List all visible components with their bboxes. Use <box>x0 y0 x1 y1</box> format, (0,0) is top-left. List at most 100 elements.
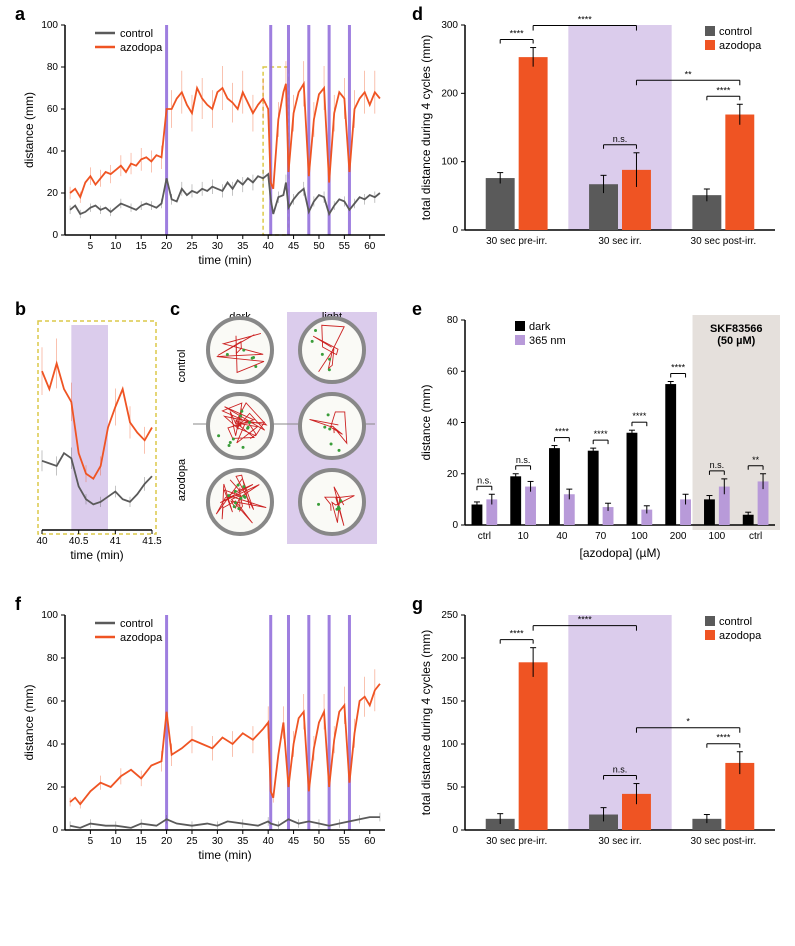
svg-text:100: 100 <box>709 531 726 542</box>
svg-text:40: 40 <box>556 531 568 542</box>
svg-text:20: 20 <box>47 782 59 793</box>
svg-text:0: 0 <box>452 225 458 236</box>
svg-text:SKF83566: SKF83566 <box>710 323 763 335</box>
svg-text:40: 40 <box>47 739 59 750</box>
svg-text:40: 40 <box>36 536 48 547</box>
svg-text:45: 45 <box>288 836 300 847</box>
svg-text:40.5: 40.5 <box>69 536 89 547</box>
panel-d: d0100200300total distance during 4 cycle… <box>412 4 775 247</box>
svg-text:10: 10 <box>110 241 122 252</box>
svg-text:(50 µM): (50 µM) <box>717 335 755 347</box>
svg-text:b: b <box>15 299 26 319</box>
svg-text:10: 10 <box>518 531 530 542</box>
svg-text:0: 0 <box>52 825 58 836</box>
panel-g: g050100150200250total distance during 4 … <box>412 594 775 847</box>
svg-text:100: 100 <box>41 610 58 621</box>
svg-text:n.s.: n.s. <box>613 765 628 775</box>
svg-text:control: control <box>719 616 752 628</box>
svg-text:41: 41 <box>110 536 122 547</box>
svg-text:60: 60 <box>47 104 59 115</box>
svg-text:time (min): time (min) <box>198 253 251 267</box>
svg-text:41.5: 41.5 <box>142 536 162 547</box>
svg-text:200: 200 <box>670 531 687 542</box>
svg-text:control: control <box>120 28 153 40</box>
svg-text:40: 40 <box>263 836 275 847</box>
svg-text:30 sec irr.: 30 sec irr. <box>598 836 641 847</box>
svg-text:100: 100 <box>441 157 458 168</box>
svg-text:ctrl: ctrl <box>478 531 491 542</box>
svg-text:35: 35 <box>237 241 249 252</box>
svg-text:100: 100 <box>441 739 458 750</box>
svg-text:g: g <box>412 594 423 614</box>
svg-text:40: 40 <box>263 241 275 252</box>
svg-text:45: 45 <box>288 241 300 252</box>
figure: a02040608010051015202530354045505560time… <box>0 0 795 946</box>
svg-text:25: 25 <box>186 836 198 847</box>
svg-text:70: 70 <box>595 531 607 542</box>
svg-text:30 sec post-irr.: 30 sec post-irr. <box>691 236 757 247</box>
svg-text:60: 60 <box>447 366 459 377</box>
svg-text:****: **** <box>555 427 570 437</box>
svg-text:total distance during 4 cycles: total distance during 4 cycles (mm) <box>419 630 433 815</box>
svg-text:time (min): time (min) <box>198 848 251 862</box>
svg-text:c: c <box>170 299 180 319</box>
svg-text:60: 60 <box>364 241 376 252</box>
svg-text:**: ** <box>752 455 760 465</box>
svg-text:****: **** <box>578 15 593 25</box>
svg-text:55: 55 <box>339 836 351 847</box>
svg-text:e: e <box>412 299 422 319</box>
svg-text:****: **** <box>510 29 525 39</box>
svg-text:15: 15 <box>136 836 148 847</box>
svg-text:55: 55 <box>339 241 351 252</box>
svg-text:5: 5 <box>88 241 94 252</box>
panel-b: b 40 40.5 41 41.5 time (min) <box>15 299 162 562</box>
svg-text:30 sec pre-irr.: 30 sec pre-irr. <box>486 236 547 247</box>
svg-text:30: 30 <box>212 241 224 252</box>
svg-text:20: 20 <box>161 836 173 847</box>
svg-text:****: **** <box>671 363 686 373</box>
svg-text:[azodopa] (µM): [azodopa] (µM) <box>580 546 661 560</box>
svg-text:n.s.: n.s. <box>477 475 492 485</box>
svg-text:80: 80 <box>47 62 59 73</box>
svg-text:365 nm: 365 nm <box>529 335 566 347</box>
svg-text:100: 100 <box>41 20 58 31</box>
panel-e: eSKF83566(50 µM)020406080distance (mm)[a… <box>412 299 780 560</box>
svg-text:**: ** <box>685 69 693 79</box>
svg-text:distance (mm): distance (mm) <box>22 684 36 760</box>
svg-text:0: 0 <box>452 520 458 531</box>
svg-text:*: * <box>686 717 690 727</box>
svg-text:50: 50 <box>447 782 459 793</box>
svg-text:20: 20 <box>447 469 459 480</box>
svg-text:n.s.: n.s. <box>516 455 531 465</box>
svg-text:****: **** <box>578 615 593 625</box>
panel-f: f02040608010051015202530354045505560time… <box>15 594 385 862</box>
svg-text:a: a <box>15 4 26 24</box>
svg-text:200: 200 <box>441 653 458 664</box>
svg-text:azodopa: azodopa <box>120 632 163 644</box>
svg-text:****: **** <box>632 411 647 421</box>
svg-text:****: **** <box>716 733 731 743</box>
svg-text:60: 60 <box>364 836 376 847</box>
svg-text:distance (mm): distance (mm) <box>22 92 36 168</box>
svg-text:azodopa: azodopa <box>176 458 188 501</box>
svg-text:n.s.: n.s. <box>710 460 725 470</box>
svg-text:60: 60 <box>47 696 59 707</box>
svg-text:0: 0 <box>52 230 58 241</box>
svg-text:ctrl: ctrl <box>749 531 762 542</box>
svg-text:10: 10 <box>110 836 122 847</box>
svg-text:15: 15 <box>136 241 148 252</box>
svg-text:50: 50 <box>313 836 325 847</box>
svg-text:time (min): time (min) <box>70 548 123 562</box>
svg-text:n.s.: n.s. <box>613 134 628 144</box>
svg-text:****: **** <box>510 629 525 639</box>
svg-text:total distance during 4 cycles: total distance during 4 cycles (mm) <box>419 35 433 220</box>
panel-a: a02040608010051015202530354045505560time… <box>15 4 385 267</box>
svg-text:200: 200 <box>441 88 458 99</box>
svg-text:d: d <box>412 4 423 24</box>
svg-text:150: 150 <box>441 696 458 707</box>
svg-text:20: 20 <box>161 241 173 252</box>
figure-svg: a02040608010051015202530354045505560time… <box>0 0 795 946</box>
svg-text:80: 80 <box>47 653 59 664</box>
svg-text:control: control <box>120 618 153 630</box>
svg-text:80: 80 <box>447 315 459 326</box>
